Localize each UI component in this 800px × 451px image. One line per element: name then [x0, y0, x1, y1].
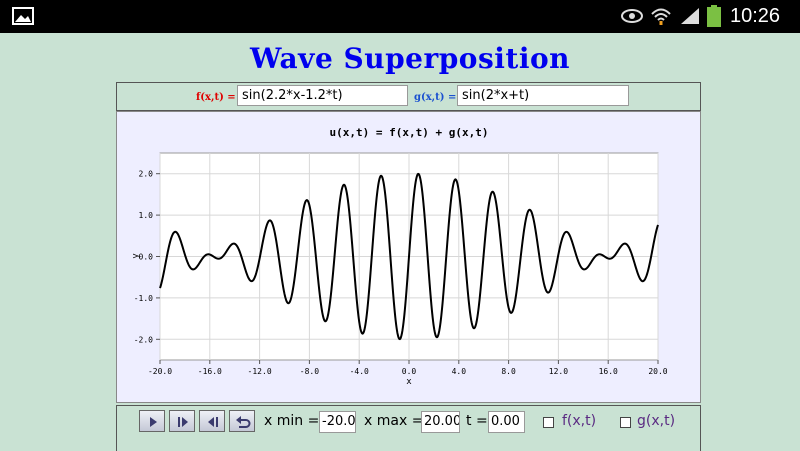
play-icon — [150, 417, 157, 427]
plot-panel: u(x,t) = f(x,t) + g(x,t) -20.0 -16.0 -12.0… — [116, 111, 701, 403]
show-g-label: g(x,t) — [637, 413, 676, 429]
eye-icon — [621, 9, 643, 23]
page-title: Wave Superposition — [250, 42, 570, 75]
show-f-checkbox[interactable] — [543, 417, 554, 428]
battery-icon — [707, 5, 721, 27]
x-tick-label: 16.0 — [599, 367, 618, 376]
step-forward-icon — [178, 417, 188, 427]
x-tick-label: 0.0 — [402, 367, 417, 376]
xmax-input[interactable]: 20.00 — [421, 411, 460, 433]
t-label: t = — [466, 413, 488, 429]
x-tick-label: 12.0 — [549, 367, 568, 376]
y-tick-labels: 2.0 1.0 0.0 -1.0 -2.0 — [134, 170, 153, 345]
gallery-icon — [12, 7, 34, 25]
f-function-input[interactable]: sin(2.2*x-1.2*t) — [237, 85, 408, 106]
y-tick-label: 1.0 — [139, 211, 154, 220]
chart-title: u(x,t) = f(x,t) + g(x,t) — [330, 126, 489, 139]
x-tick-label: -20.0 — [148, 367, 172, 376]
g-function-label: g(x,t) = — [414, 92, 457, 103]
f-function-label: f(x,t) = — [196, 92, 236, 103]
function-input-bar: f(x,t) = sin(2.2*x-1.2*t) g(x,t) = sin(2… — [116, 82, 701, 111]
wave-chart: u(x,t) = f(x,t) + g(x,t) -20.0 -16.0 -12.0… — [131, 126, 668, 387]
xmin-input[interactable]: -20.00 — [319, 411, 356, 433]
x-tick-label: 8.0 — [501, 367, 516, 376]
x-tick-label: -16.0 — [198, 367, 222, 376]
show-g-checkbox[interactable] — [620, 417, 631, 428]
g-function-input[interactable]: sin(2*x+t) — [457, 85, 629, 106]
x-axis-label: x — [406, 377, 412, 387]
step-forward-button[interactable] — [169, 410, 195, 432]
y-axis-label: y — [131, 253, 141, 259]
xmax-label: x max = — [364, 413, 424, 429]
x-tick-labels: -20.0 -16.0 -12.0 -8.0 -4.0 0.0 4.0 8.0 12.0 16.0… — [148, 367, 668, 376]
play-button[interactable] — [139, 410, 165, 432]
t-input[interactable]: 0.00 — [488, 411, 525, 433]
x-tick-label: 4.0 — [452, 367, 467, 376]
y-tick-label: -1.0 — [134, 294, 153, 303]
y-tick-label: 2.0 — [139, 170, 154, 179]
show-f-label: f(x,t) — [562, 413, 597, 429]
wifi-icon — [651, 8, 671, 25]
xmin-label: x min = — [264, 413, 320, 429]
step-back-icon — [208, 417, 218, 427]
step-back-button[interactable] — [199, 410, 225, 432]
reset-button[interactable] — [229, 410, 255, 432]
x-tick-label: -12.0 — [248, 367, 272, 376]
status-bar: 10:26 — [0, 0, 800, 33]
control-bar: x min = -20.00 x max = 20.00 t = 0.00 f(… — [116, 405, 701, 451]
series-line-u — [159, 172, 659, 341]
status-clock: 10:26 — [730, 5, 781, 27]
y-tick-label: -2.0 — [134, 335, 153, 344]
x-tick-label: -4.0 — [350, 367, 369, 376]
x-tick-label: -8.0 — [300, 367, 319, 376]
reset-icon — [236, 416, 251, 428]
x-tick-label: 20.0 — [648, 367, 667, 376]
y-tick-label: 0.0 — [139, 253, 154, 262]
signal-icon — [681, 8, 699, 24]
